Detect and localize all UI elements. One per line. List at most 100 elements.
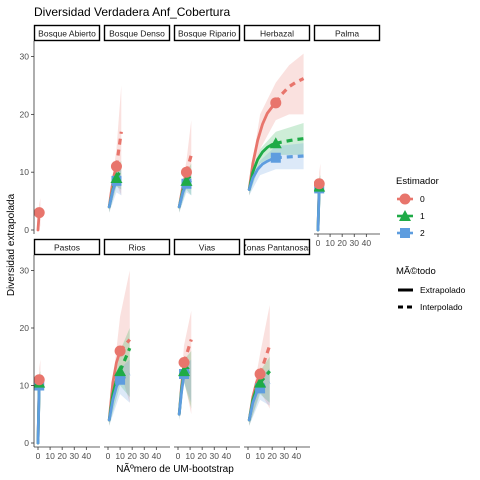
strip-rios	[103, 238, 171, 256]
legend-marker-q1	[399, 210, 411, 221]
strip-label-bosque-abierto: Bosque Abierto	[38, 29, 96, 39]
y-tick-label-bosque-abierto-0: 0	[24, 225, 29, 235]
strip-label-vias: Vias	[199, 243, 215, 253]
panel-vias: Vias 0 10 20 30 40	[173, 238, 241, 461]
panel-rios: Rios 0 10 20 30 40	[103, 238, 171, 461]
band-zonas-pantanosas-q2	[249, 368, 270, 426]
observed-pastos-q0	[34, 374, 45, 386]
x-tick-label-palma-30: 30	[350, 238, 360, 248]
observed-zonas-pantanosas-q0	[254, 368, 266, 380]
strip-label-zonas-pantanosas: Zonas Pantanosas	[242, 243, 313, 253]
y-tick-label-pastos-30: 30	[20, 266, 30, 276]
strip-label-herbazal: Herbazal	[260, 29, 294, 39]
panel-palma: Palma 0 10 20 30 40	[313, 24, 381, 248]
legend-label-q1: 1	[420, 211, 425, 221]
x-tick-label-pastos-30: 30	[70, 451, 80, 461]
plot-area-rios	[107, 270, 132, 426]
x-tick-label-pastos-10: 10	[45, 451, 55, 461]
band-herbazal-q0	[249, 53, 304, 196]
observed-herbazal-q0	[270, 97, 282, 109]
x-tick-label-zonas-pantanosas-0: 0	[246, 451, 251, 461]
legend: Estimador 0 1 2 MÃ©todo Extrapolado Interpolad…	[396, 176, 466, 312]
plot-area-pastos	[34, 359, 46, 445]
y-tick-label-pastos-0: 0	[24, 438, 29, 448]
observed-zonas-pantanosas-q1	[254, 376, 267, 388]
y-axis-label: Diversidad extrapolada	[6, 193, 17, 296]
x-tick-label-zonas-pantanosas-40: 40	[292, 451, 302, 461]
observed-herbazal-q1	[269, 137, 282, 149]
legend-marker-q2	[400, 228, 410, 238]
observed-rios-q0	[114, 345, 126, 357]
line-extrapolated-rios-q1	[118, 347, 132, 372]
legend-marker-q0	[399, 193, 411, 205]
plot-area-herbazal	[247, 53, 305, 196]
plot-area-zonas-pantanosas	[247, 305, 272, 426]
x-tick-label-zonas-pantanosas-20: 20	[267, 451, 277, 461]
legend-label-extrapolado: Extrapolado	[420, 285, 466, 295]
plot-area-vias	[177, 310, 193, 420]
x-tick-label-palma-40: 40	[362, 238, 372, 248]
strip-label-pastos: Pastos	[54, 243, 80, 253]
observed-rios-q1	[114, 365, 127, 377]
strip-palma	[313, 24, 381, 42]
x-tick-label-vias-40: 40	[222, 451, 232, 461]
x-tick-label-vias-10: 10	[185, 451, 195, 461]
x-tick-label-vias-0: 0	[176, 451, 181, 461]
x-tick-label-rios-20: 20	[127, 451, 137, 461]
x-tick-label-rios-0: 0	[106, 451, 111, 461]
line-interpolated-pastos-q2	[36, 384, 41, 445]
strip-label-rios: Rios	[128, 243, 145, 253]
strip-zonas-pantanosas	[243, 238, 311, 256]
strip-vias	[173, 238, 241, 256]
plot-area-bosque-denso	[107, 85, 123, 213]
panel-bosque-abierto: Bosque Abierto 0 10 20 30	[20, 24, 101, 235]
strip-label-bosque-denso: Bosque Denso	[109, 29, 165, 39]
strip-herbazal	[243, 24, 311, 42]
y-tick-label-bosque-abierto-20: 20	[20, 109, 30, 119]
legend-title-method: MÃ©todo	[396, 266, 436, 277]
strip-label-bosque-ripario: Bosque Ripario	[178, 29, 236, 39]
x-tick-label-pastos-20: 20	[57, 451, 67, 461]
y-tick-label-pastos-20: 20	[20, 323, 30, 333]
plot-area-bosque-ripario	[177, 120, 193, 213]
line-extrapolated-herbazal-q1	[275, 137, 304, 145]
x-tick-label-pastos-0: 0	[36, 451, 41, 461]
x-tick-label-rios-10: 10	[115, 451, 125, 461]
plot-area-bosque-abierto	[34, 198, 45, 232]
x-tick-label-palma-10: 10	[325, 238, 335, 248]
line-interpolated-palma-q2	[316, 186, 321, 232]
legend-label-interpolado: Interpolado	[420, 302, 463, 312]
x-tick-label-vias-20: 20	[197, 451, 207, 461]
observed-bosque-denso-q0	[110, 160, 122, 172]
panel-herbazal: Herbazal	[243, 24, 311, 196]
x-tick-label-zonas-pantanosas-10: 10	[255, 451, 265, 461]
strip-pastos	[33, 238, 101, 256]
x-tick-label-rios-40: 40	[152, 451, 162, 461]
line-interpolated-vias-q2	[177, 372, 186, 416]
chart-title: Diversidad Verdadera Anf_Cobertura	[34, 5, 230, 19]
panel-bosque-denso: Bosque Denso	[103, 24, 171, 213]
strip-bosque-abierto	[33, 24, 101, 42]
x-tick-label-vias-30: 30	[210, 451, 220, 461]
y-tick-label-bosque-abierto-10: 10	[20, 167, 30, 177]
panel-bosque-ripario: Bosque Ripario	[173, 24, 241, 213]
observed-bosque-ripario-q1	[180, 174, 193, 186]
observed-bosque-ripario-q0	[180, 166, 192, 178]
y-tick-label-bosque-abierto-30: 30	[20, 52, 30, 62]
observed-vias-q0	[178, 357, 190, 368]
observed-bosque-denso-q1	[110, 171, 123, 183]
x-tick-label-pastos-40: 40	[82, 451, 92, 461]
observed-palma-q0	[314, 178, 325, 190]
x-tick-label-palma-20: 20	[337, 238, 347, 248]
legend-label-q0: 0	[420, 194, 425, 204]
x-tick-label-rios-30: 30	[140, 451, 150, 461]
observed-zonas-pantanosas-q2	[255, 383, 266, 394]
strip-bosque-denso	[103, 24, 171, 42]
observed-vias-q1	[178, 365, 191, 377]
legend-label-q2: 2	[420, 228, 425, 238]
observed-herbazal-q2	[270, 152, 281, 163]
line-extrapolated-bosque-denso-q0	[114, 131, 123, 167]
